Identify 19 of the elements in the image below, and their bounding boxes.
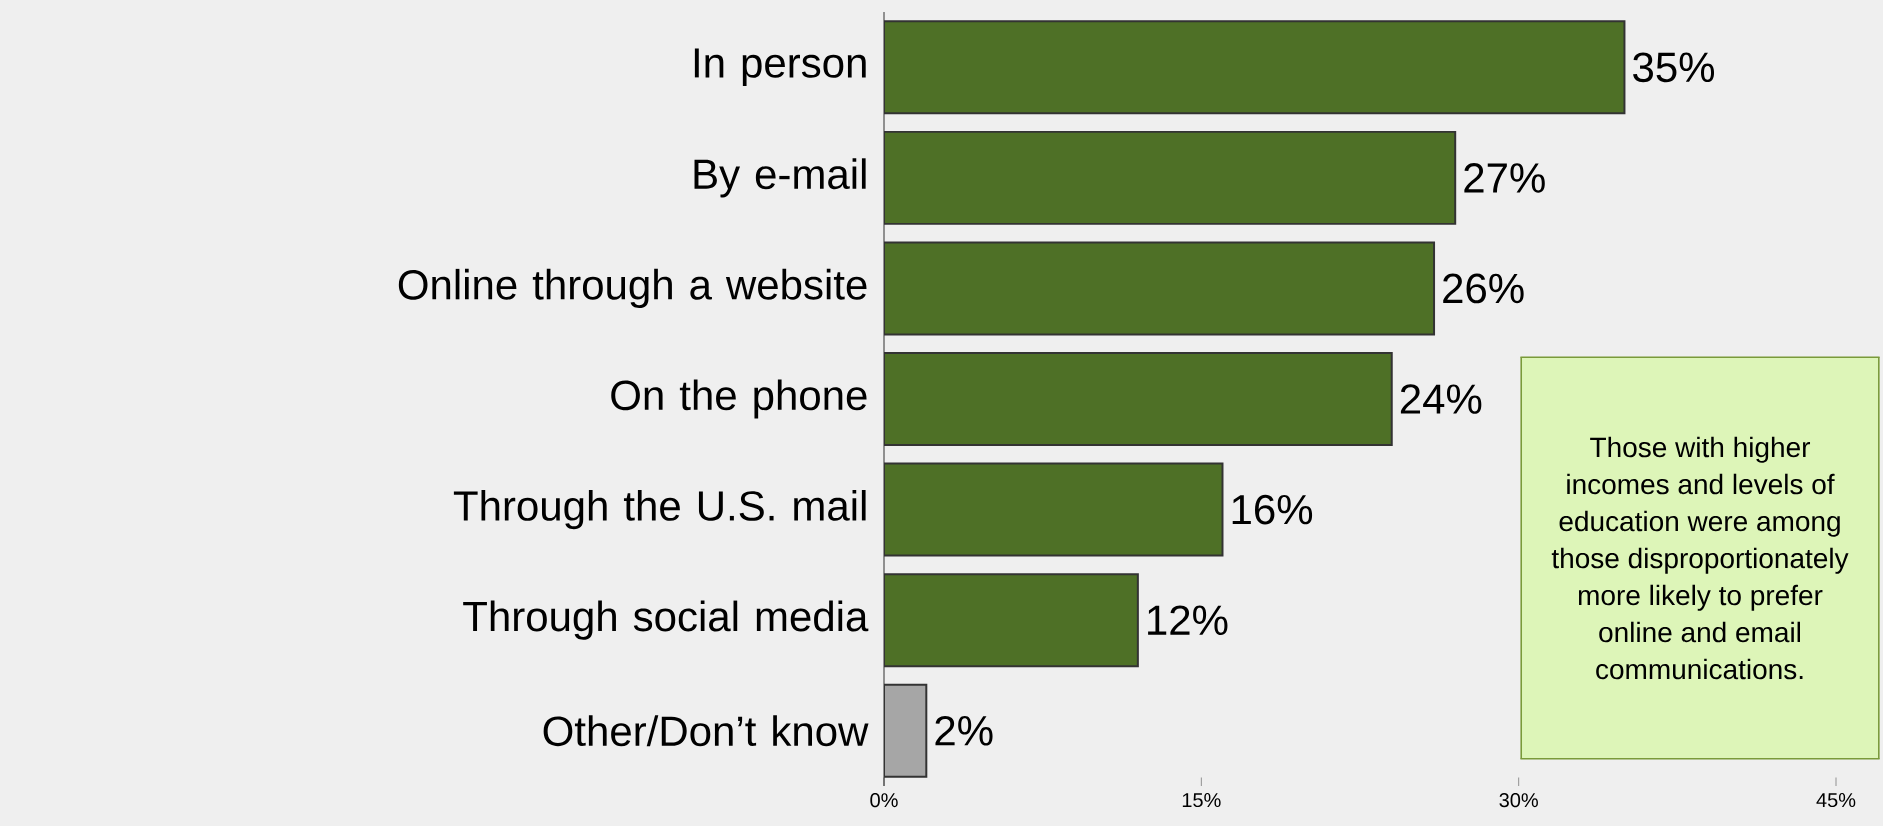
x-tick-label: 45% [1816, 793, 1856, 808]
data-label: 27% [1464, 163, 1545, 193]
data-label: 26% [1443, 273, 1524, 304]
y-tick-label: By e-mail [694, 158, 866, 198]
x-tick-label: 30% [1499, 793, 1538, 808]
annotation: Those with higher incomes and levels of education were among those disproportionately more likely to prefer online and email communications. [1551, 436, 1849, 680]
y-tick-label: Online through a website [398, 268, 867, 309]
y-tick-label: On the phone [611, 379, 867, 419]
data-label: 35% [1633, 52, 1715, 83]
y-tick-label: In person [694, 48, 866, 87]
data-label: 16% [1232, 494, 1313, 525]
y-tick-label: Other/Don’t know [543, 715, 869, 747]
y-tick-label: Through social media [463, 600, 869, 640]
data-label: 24% [1400, 384, 1482, 414]
data-label: 2% [935, 715, 993, 746]
y-tick-label: Through the U.S. mail [453, 490, 866, 530]
data-label: 12% [1148, 605, 1228, 635]
x-tick-label: 15% [1182, 793, 1221, 808]
x-tick-label: 0% [870, 793, 898, 808]
